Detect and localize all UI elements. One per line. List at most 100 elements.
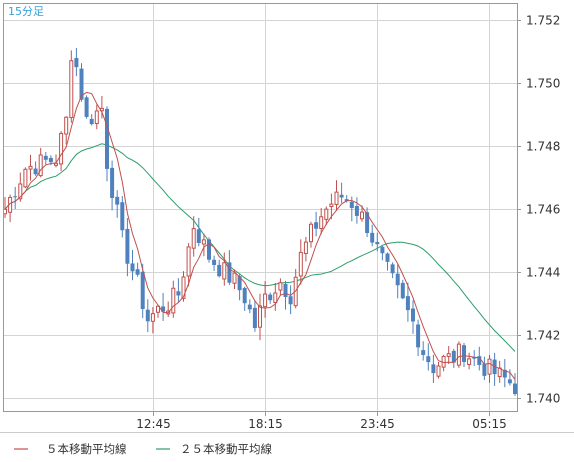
candle-body xyxy=(227,262,232,283)
candle xyxy=(370,224,375,247)
candle xyxy=(451,348,456,368)
legend: ５本移動平均線 ２５本移動平均線 xyxy=(14,442,272,456)
candle xyxy=(324,206,329,226)
candle-body xyxy=(140,271,145,310)
candle-body xyxy=(273,292,278,304)
x-tick-label: 12:45 xyxy=(136,417,171,431)
y-tick-label: 1.746 xyxy=(526,203,560,217)
candle-body xyxy=(426,356,431,363)
x-axis: 12:45 18:15 23:45 05:15 xyxy=(136,411,507,431)
candle-body xyxy=(303,241,308,254)
candle-body xyxy=(283,283,288,298)
candle xyxy=(130,250,135,281)
candle-body xyxy=(43,155,48,160)
y-axis: 1.752 1.750 1.748 1.746 1.744 1.742 1.740 xyxy=(517,14,560,406)
candle-body xyxy=(354,205,359,216)
candle xyxy=(23,167,28,189)
candle-body xyxy=(232,272,237,284)
candle-body xyxy=(242,287,247,304)
candle xyxy=(411,300,415,334)
candle-body xyxy=(156,305,160,313)
candle-body xyxy=(89,118,94,125)
candle-body xyxy=(94,110,99,124)
candle xyxy=(405,282,410,322)
ma5-line xyxy=(4,91,516,380)
candle xyxy=(64,116,69,145)
candle-body xyxy=(110,167,115,198)
candle-body xyxy=(395,273,400,286)
candle-body xyxy=(212,259,217,265)
candle-body xyxy=(298,251,303,277)
candle-body xyxy=(181,276,186,299)
ma25-line xyxy=(4,143,516,352)
candle-body xyxy=(54,162,58,166)
y-tick-label: 1.748 xyxy=(526,140,560,154)
candle xyxy=(125,218,130,277)
candle xyxy=(89,114,94,126)
candle xyxy=(33,161,38,176)
candle xyxy=(426,343,431,371)
candle-body xyxy=(150,313,155,322)
candle-body xyxy=(258,305,262,328)
candle xyxy=(400,279,405,300)
candle-body xyxy=(38,154,43,177)
candle-body xyxy=(390,264,395,274)
candle-body xyxy=(33,168,38,175)
candle xyxy=(212,255,217,271)
candle xyxy=(115,190,120,218)
candle xyxy=(385,252,390,271)
candle xyxy=(94,104,99,130)
candle xyxy=(227,250,232,285)
candle xyxy=(456,341,461,368)
candle xyxy=(59,131,64,171)
candle-body xyxy=(207,239,211,260)
candle-body xyxy=(130,263,135,272)
candle xyxy=(462,342,466,368)
candle-body xyxy=(252,307,257,328)
candle xyxy=(477,346,482,371)
candle xyxy=(502,359,507,388)
candle xyxy=(395,264,400,299)
candle xyxy=(360,205,364,222)
candle-body xyxy=(416,324,421,348)
candle xyxy=(171,280,176,318)
candle-body xyxy=(324,208,329,220)
candle-body xyxy=(431,364,436,374)
candle xyxy=(314,211,319,237)
candle-body xyxy=(507,379,512,384)
candle xyxy=(176,278,181,303)
candle-body xyxy=(477,356,482,365)
candle-body xyxy=(28,165,33,170)
candle xyxy=(252,300,257,332)
candle xyxy=(28,154,33,181)
candle xyxy=(242,286,247,311)
candle-body xyxy=(18,183,23,200)
candle xyxy=(482,356,487,381)
candle xyxy=(431,354,436,383)
candle xyxy=(319,208,324,235)
candle-body xyxy=(456,343,461,366)
candle-body xyxy=(502,369,507,378)
candle-body xyxy=(247,304,252,310)
candle-body xyxy=(115,196,120,205)
candle-body xyxy=(380,246,385,254)
candle xyxy=(38,147,43,178)
candle-body xyxy=(360,211,364,220)
candle-body xyxy=(278,282,283,291)
candle xyxy=(273,282,278,311)
candle xyxy=(288,285,293,315)
candle-body xyxy=(171,287,176,314)
candle-body xyxy=(48,157,53,163)
candle-body xyxy=(176,291,181,296)
candle xyxy=(298,239,303,285)
candle-body xyxy=(186,246,191,277)
candle xyxy=(472,350,477,367)
candle xyxy=(365,207,370,237)
candle-body xyxy=(222,262,227,280)
candle xyxy=(268,292,273,304)
candle xyxy=(421,341,426,361)
candle xyxy=(186,243,191,287)
candle-body xyxy=(79,68,84,100)
candle xyxy=(120,196,125,238)
